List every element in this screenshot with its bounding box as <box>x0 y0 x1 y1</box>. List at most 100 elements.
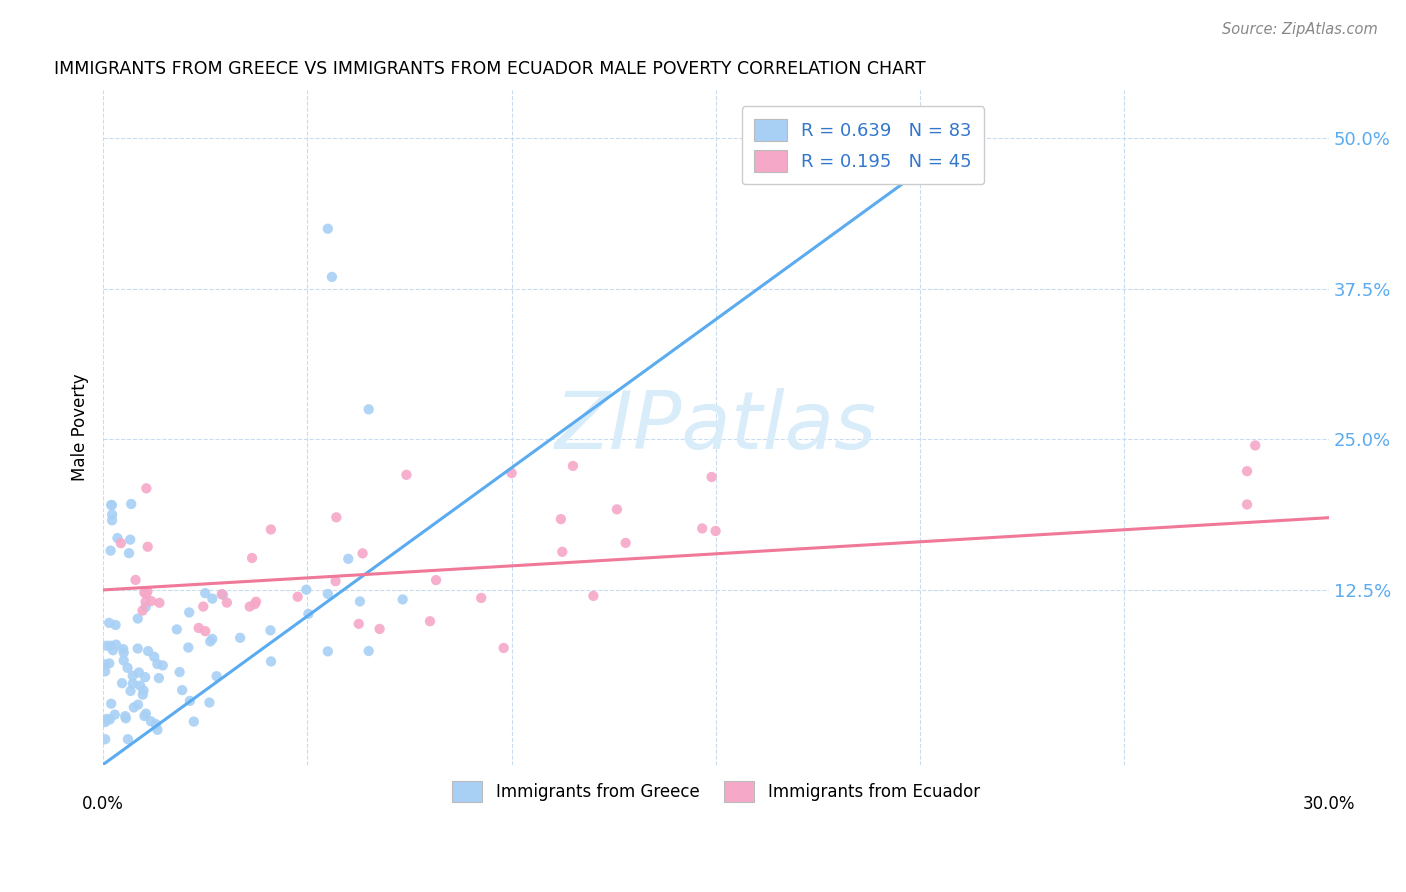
Point <box>112 642 135 657</box>
Text: 0.0%: 0.0% <box>82 795 124 814</box>
Point <box>215 596 238 610</box>
Point <box>104 618 127 632</box>
Point <box>132 688 155 702</box>
Point <box>134 585 156 599</box>
Point <box>131 603 153 617</box>
Point <box>145 717 167 731</box>
Point <box>135 595 157 609</box>
Point <box>700 470 723 484</box>
Point <box>551 545 574 559</box>
Point <box>128 665 150 680</box>
Point <box>501 466 523 480</box>
Point <box>120 497 142 511</box>
Point <box>112 646 135 660</box>
Point <box>193 599 215 614</box>
Point <box>212 588 235 602</box>
Point <box>562 458 585 473</box>
Point <box>1236 498 1258 512</box>
Point <box>94 657 117 672</box>
Point <box>194 624 217 639</box>
Point <box>325 574 347 589</box>
Point <box>211 587 233 601</box>
Point <box>107 531 129 545</box>
Point <box>146 657 169 671</box>
Point <box>118 546 141 560</box>
Point <box>347 616 370 631</box>
Point <box>325 510 347 524</box>
Point <box>194 586 217 600</box>
Point <box>690 521 713 535</box>
Point <box>120 684 142 698</box>
Point <box>183 714 205 729</box>
Point <box>287 590 309 604</box>
Point <box>229 631 252 645</box>
Point <box>148 671 170 685</box>
Point <box>205 669 228 683</box>
Point <box>98 615 121 630</box>
Point <box>101 513 124 527</box>
Point <box>321 269 343 284</box>
Point <box>316 644 339 658</box>
Point <box>419 614 441 628</box>
Point <box>179 606 201 620</box>
Point <box>94 732 117 747</box>
Point <box>166 623 188 637</box>
Point <box>136 540 159 554</box>
Point <box>96 639 118 653</box>
Point <box>98 713 121 727</box>
Point <box>114 711 136 725</box>
Point <box>1244 438 1267 452</box>
Point <box>101 508 124 522</box>
Point <box>135 587 157 601</box>
Point <box>606 502 628 516</box>
Point <box>127 641 149 656</box>
Point <box>121 676 143 690</box>
Point <box>357 644 380 658</box>
Point <box>143 649 166 664</box>
Point <box>316 587 339 601</box>
Point <box>110 536 132 550</box>
Point <box>169 665 191 679</box>
Point <box>550 512 572 526</box>
Point <box>112 653 135 667</box>
Point <box>121 669 143 683</box>
Point <box>117 732 139 747</box>
Point <box>117 661 139 675</box>
Point <box>1236 464 1258 478</box>
Point <box>297 607 319 621</box>
Point <box>177 640 200 655</box>
Y-axis label: Male Poverty: Male Poverty <box>72 374 89 481</box>
Text: 30.0%: 30.0% <box>1302 795 1355 814</box>
Point <box>240 551 263 566</box>
Text: IMMIGRANTS FROM GREECE VS IMMIGRANTS FROM ECUADOR MALE POVERTY CORRELATION CHART: IMMIGRANTS FROM GREECE VS IMMIGRANTS FRO… <box>53 60 925 78</box>
Point <box>200 634 222 648</box>
Point <box>104 707 127 722</box>
Point <box>357 402 380 417</box>
Point <box>295 582 318 597</box>
Text: ZIPatlas: ZIPatlas <box>555 388 877 467</box>
Point <box>425 573 447 587</box>
Point <box>172 683 194 698</box>
Point <box>136 644 159 658</box>
Point <box>101 498 124 512</box>
Point <box>111 676 134 690</box>
Point <box>260 655 283 669</box>
Point <box>492 640 515 655</box>
Point <box>316 221 339 235</box>
Point <box>96 712 118 726</box>
Point <box>129 679 152 693</box>
Point <box>94 665 117 679</box>
Point <box>127 611 149 625</box>
Point <box>148 596 170 610</box>
Point <box>470 591 492 605</box>
Point <box>187 621 209 635</box>
Point <box>141 594 163 608</box>
Point <box>704 524 727 538</box>
Point <box>152 658 174 673</box>
Point <box>132 683 155 698</box>
Point <box>135 481 157 495</box>
Point <box>100 697 122 711</box>
Point <box>136 584 159 599</box>
Point <box>614 536 637 550</box>
Point <box>134 670 156 684</box>
